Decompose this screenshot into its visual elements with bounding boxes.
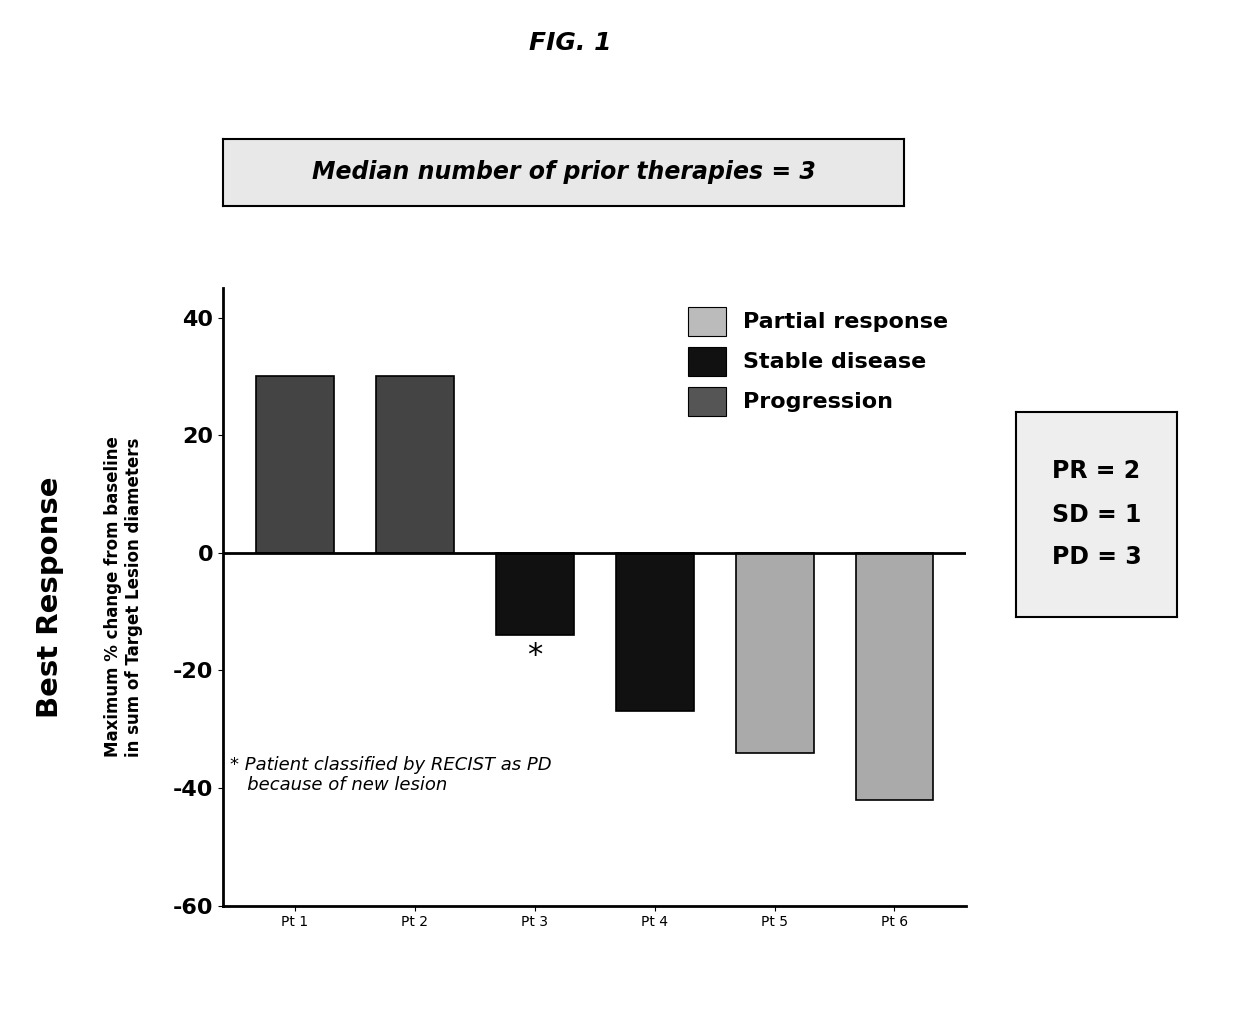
Text: Maximum % change from baseline
in sum of Target Lesion diameters: Maximum % change from baseline in sum of… <box>104 436 144 757</box>
Text: PR = 2
SD = 1
PD = 3: PR = 2 SD = 1 PD = 3 <box>1052 460 1141 569</box>
Bar <box>616 553 694 711</box>
Text: FIG. 1: FIG. 1 <box>529 31 611 55</box>
Text: Best Response: Best Response <box>36 476 63 717</box>
Bar <box>496 553 574 635</box>
Legend: Partial response, Stable disease, Progression: Partial response, Stable disease, Progre… <box>680 298 957 425</box>
Text: Median number of prior therapies = 3: Median number of prior therapies = 3 <box>312 161 815 184</box>
Bar <box>256 377 335 553</box>
Text: *: * <box>527 641 543 670</box>
Bar <box>736 553 814 752</box>
Text: * Patient classified by RECIST as PD
   because of new lesion: * Patient classified by RECIST as PD bec… <box>230 755 553 794</box>
Bar <box>375 377 453 553</box>
Bar <box>855 553 933 800</box>
